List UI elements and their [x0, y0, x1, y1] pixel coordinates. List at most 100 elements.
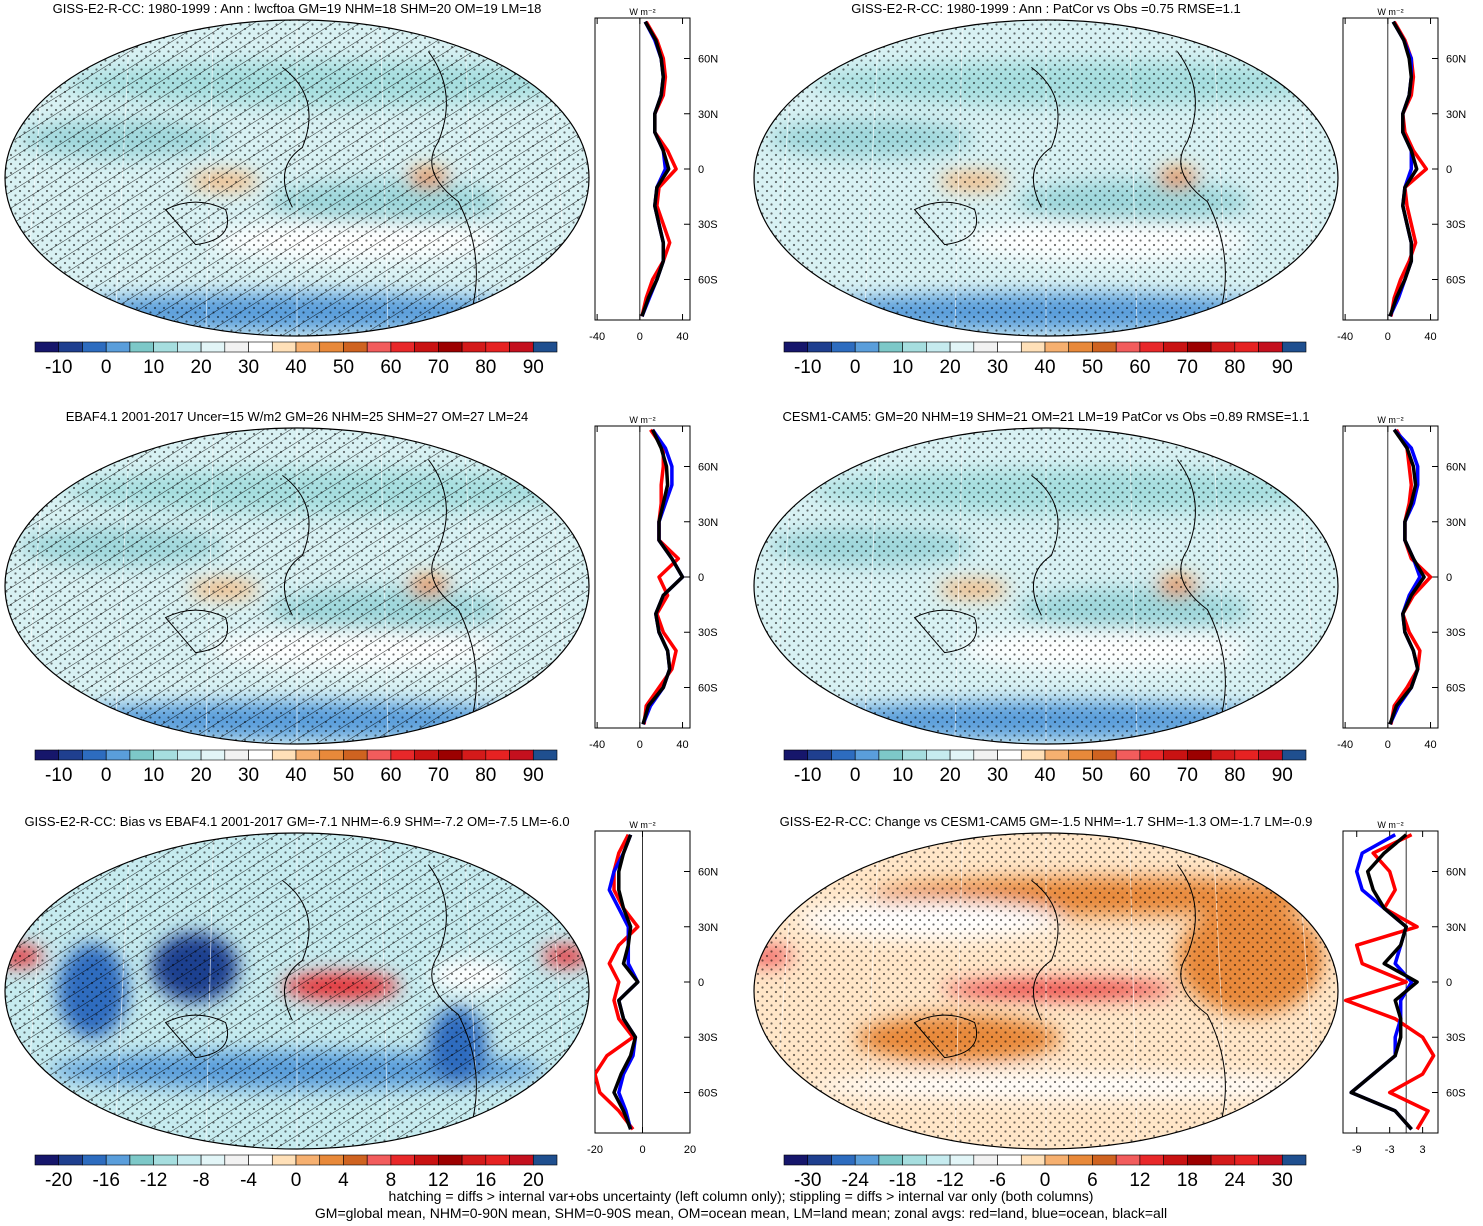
footer-line: GM=global mean, NHM=0-90N mean, SHM=0-90…	[315, 1205, 1167, 1221]
colorbar-label: 18	[1177, 1170, 1198, 1191]
panel: EBAF4.1 2001-2017 Uncer=15 W/m2 GM=26 NH…	[4, 409, 718, 786]
colorbar-box	[390, 749, 415, 761]
colorbar-label: 60	[380, 357, 401, 378]
colorbar-box	[1139, 341, 1164, 353]
colorbar-box	[1068, 1154, 1093, 1166]
zonal-units: W m⁻²	[1377, 820, 1403, 830]
y-tick-label: 0	[1446, 572, 1452, 584]
map	[5, 833, 589, 1149]
colorbar-box	[831, 1154, 856, 1166]
colorbar-box	[319, 341, 344, 353]
y-tick-label: 60N	[1446, 462, 1466, 474]
colorbar-box	[1210, 341, 1236, 353]
y-tick-label: 60N	[698, 54, 718, 66]
colorbar-box	[1258, 749, 1283, 761]
colorbar-box	[1210, 749, 1236, 761]
colorbar-box	[248, 749, 273, 761]
stippling	[754, 428, 1338, 744]
hatching	[5, 428, 589, 744]
colorbar-box	[902, 1154, 927, 1166]
stippling	[754, 20, 1338, 336]
colorbar-box	[509, 749, 534, 761]
y-tick-label: 60N	[698, 867, 718, 879]
map	[5, 428, 589, 744]
colorbar-box	[248, 341, 273, 353]
colorbar-label: 50	[1082, 357, 1103, 378]
colorbar-box	[414, 1154, 439, 1166]
colorbar-box	[1115, 341, 1141, 353]
map-border	[753, 832, 1339, 1150]
colorbar-label: 0	[291, 1170, 302, 1191]
colorbar-box	[783, 749, 809, 761]
colorbar-label: 80	[475, 765, 496, 786]
colorbar-box	[438, 341, 463, 353]
y-tick-label: 30N	[698, 517, 718, 529]
colorbar-label: 20	[940, 765, 961, 786]
colorbar-label: 10	[892, 357, 913, 378]
colorbar-box	[343, 749, 368, 761]
colorbar-label: 20	[191, 357, 212, 378]
colorbar-label: -30	[794, 1170, 821, 1191]
colorbar-box	[532, 749, 558, 761]
zonal-units: W m⁻²	[629, 820, 655, 830]
colorbar-label: 50	[333, 357, 354, 378]
colorbar-box	[854, 341, 880, 353]
colorbar-label: 90	[523, 765, 544, 786]
colorbar-box	[949, 749, 975, 761]
y-tick-label: 30S	[698, 219, 718, 231]
x-tick-label: 0	[1385, 331, 1391, 343]
colorbar-box	[1187, 341, 1212, 353]
x-tick-label: -9	[1352, 1144, 1362, 1156]
colorbar-box	[153, 341, 178, 353]
zonal-frame	[594, 425, 691, 729]
colorbar-label: 70	[428, 357, 449, 378]
map	[754, 20, 1338, 336]
map-border	[4, 427, 590, 745]
zonal-line	[641, 428, 685, 725]
colorbar-label: 10	[143, 765, 164, 786]
x-tick-label: -3	[1385, 1144, 1395, 1156]
hatching	[5, 20, 589, 336]
x-tick-label: -40	[589, 331, 605, 343]
colorbar-box	[1115, 1154, 1141, 1166]
colorbar-box	[295, 341, 321, 353]
colorbar-box	[1210, 1154, 1236, 1166]
colorbar-box	[783, 341, 809, 353]
zonal-line	[1388, 20, 1419, 317]
colorbar-box	[82, 749, 107, 761]
colorbar-box	[461, 749, 487, 761]
colorbar-label: 0	[101, 765, 112, 786]
colorbar-box	[1044, 749, 1070, 761]
colorbar-box	[926, 1154, 951, 1166]
colorbar-box	[1020, 341, 1046, 353]
zonal-line	[1343, 833, 1436, 1131]
colorbar-label: 30	[238, 765, 259, 786]
y-tick-label: 30S	[698, 1032, 718, 1044]
colorbar-box	[1115, 749, 1141, 761]
colorbar-box	[82, 1154, 107, 1166]
colorbar-box	[177, 1154, 202, 1166]
colorbar-label: -16	[92, 1170, 119, 1191]
colorbar-label: 60	[380, 765, 401, 786]
colorbar-box	[105, 1154, 131, 1166]
colorbar-label: 70	[1177, 357, 1198, 378]
y-tick-label: 30S	[1446, 219, 1466, 231]
colorbar-box	[949, 341, 975, 353]
y-tick-label: 0	[1446, 164, 1452, 176]
colorbar-box	[343, 341, 368, 353]
colorbar-label: 30	[1272, 1170, 1293, 1191]
colorbar-label: 8	[386, 1170, 397, 1191]
colorbar-box	[295, 749, 321, 761]
x-tick-label: -40	[1337, 331, 1353, 343]
colorbar-box	[438, 1154, 463, 1166]
colorbar-box	[414, 749, 439, 761]
colorbar-label: -4	[240, 1170, 257, 1191]
colorbar-box	[973, 1154, 998, 1166]
colorbar-box	[997, 749, 1022, 761]
colorbar-box	[1258, 341, 1283, 353]
colorbar-label: 40	[285, 357, 306, 378]
colorbar-box	[224, 1154, 249, 1166]
colorbar-box	[1044, 341, 1070, 353]
y-tick-label: 0	[698, 572, 704, 584]
panel-title: EBAF4.1 2001-2017 Uncer=15 W/m2 GM=26 NH…	[66, 409, 528, 424]
